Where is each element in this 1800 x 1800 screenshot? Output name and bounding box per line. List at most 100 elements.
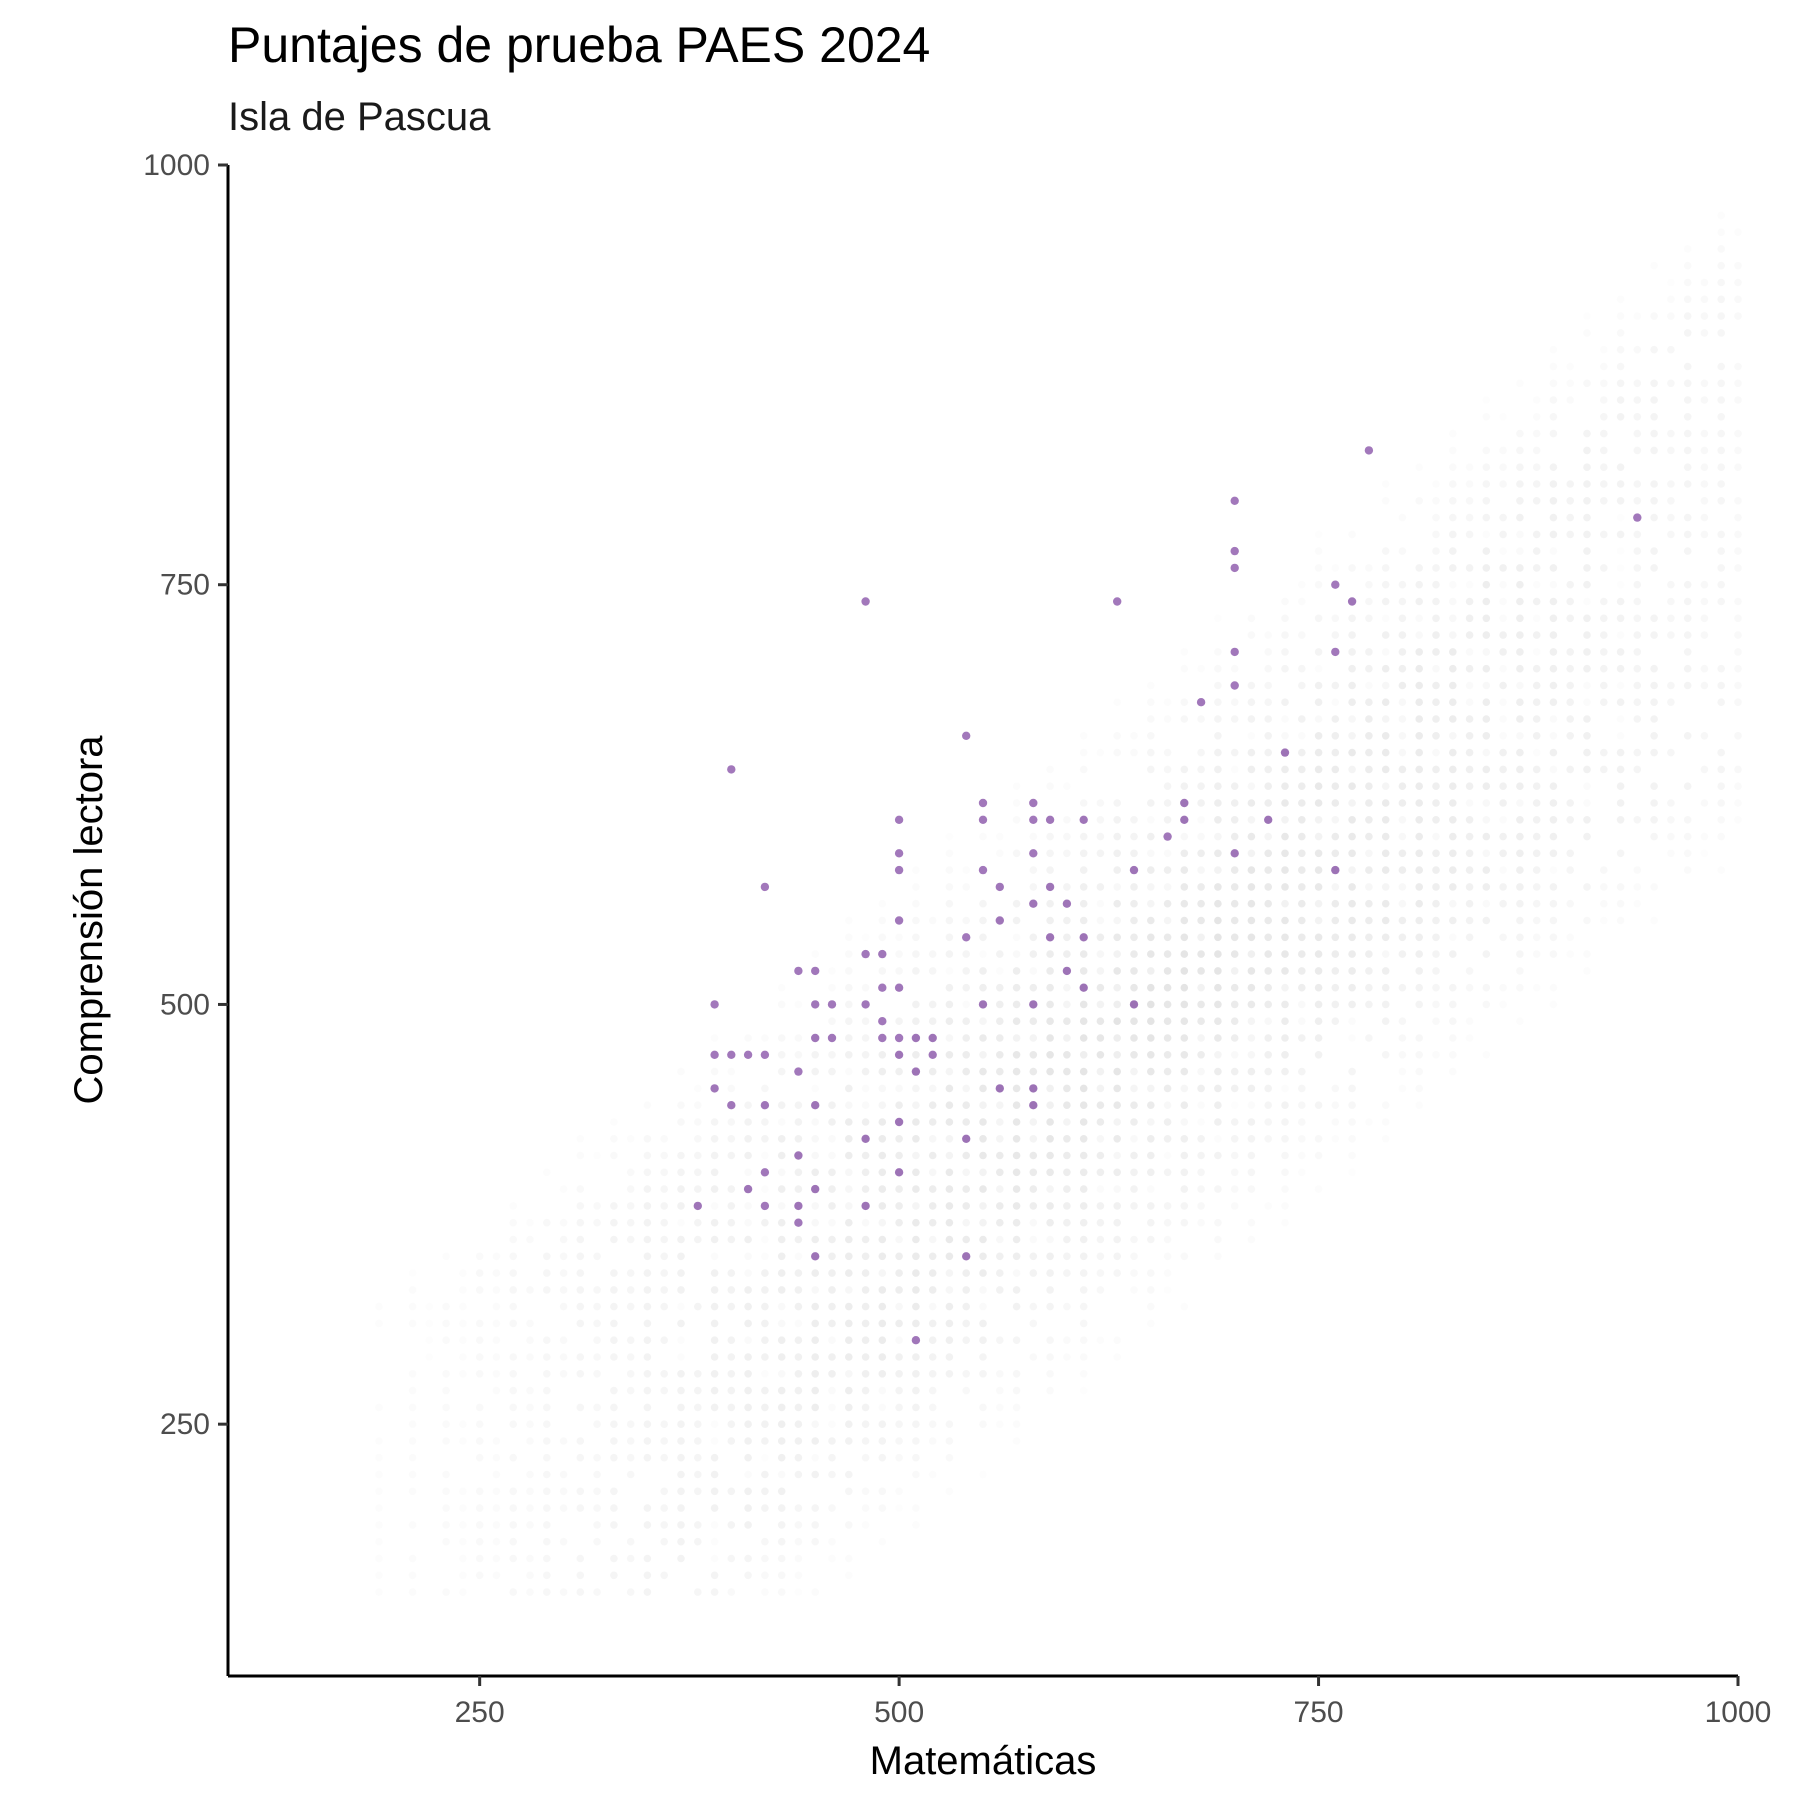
background-point xyxy=(1465,513,1474,522)
background-point xyxy=(710,1453,719,1462)
background-point xyxy=(777,1370,786,1378)
background-point xyxy=(509,1554,517,1563)
background-point xyxy=(1499,933,1507,942)
background-point xyxy=(408,1470,417,1479)
background-point xyxy=(1365,883,1373,891)
background-point xyxy=(1314,816,1323,824)
background-point xyxy=(761,1537,769,1546)
background-point xyxy=(660,1336,668,1344)
background-point xyxy=(1197,1034,1205,1042)
background-point xyxy=(996,950,1004,958)
background-point xyxy=(1365,698,1373,706)
background-point xyxy=(1348,883,1356,891)
background-point xyxy=(912,1168,920,1177)
background-point xyxy=(945,1336,954,1344)
background-point xyxy=(1113,1235,1121,1244)
background-point xyxy=(1449,480,1457,488)
background-point xyxy=(928,1000,937,1009)
background-point xyxy=(1264,983,1272,992)
background-point xyxy=(1532,530,1541,539)
background-point xyxy=(1314,1017,1323,1025)
background-point xyxy=(979,1403,987,1412)
background-point xyxy=(996,1370,1004,1378)
background-point xyxy=(475,1420,484,1428)
background-point xyxy=(1616,513,1625,522)
background-point xyxy=(1465,1017,1474,1025)
background-point xyxy=(442,1470,450,1479)
background-point xyxy=(1063,883,1071,891)
background-point xyxy=(1482,530,1491,539)
data-point xyxy=(1045,933,1055,942)
background-point xyxy=(1046,1051,1054,1059)
background-point xyxy=(878,1185,887,1193)
background-point xyxy=(945,1034,954,1042)
background-point xyxy=(1566,362,1574,371)
background-point xyxy=(1264,950,1272,958)
background-point xyxy=(1482,816,1491,824)
background-point xyxy=(761,1403,769,1412)
background-point xyxy=(1667,446,1675,455)
background-point xyxy=(1583,564,1591,572)
background-point xyxy=(962,950,970,958)
background-point xyxy=(912,1470,920,1479)
background-point xyxy=(878,1336,887,1344)
background-point xyxy=(845,1319,853,1328)
background-point xyxy=(677,1403,685,1412)
background-point xyxy=(610,1403,618,1412)
background-point xyxy=(1214,883,1222,891)
data-point xyxy=(861,949,870,959)
background-point xyxy=(1700,278,1709,287)
background-point xyxy=(1532,916,1541,925)
background-point xyxy=(1197,799,1205,807)
background-point xyxy=(626,1168,635,1177)
background-point xyxy=(1096,1185,1105,1193)
background-point xyxy=(1247,1151,1256,1160)
background-point xyxy=(1331,916,1340,925)
background-point xyxy=(777,1185,786,1193)
background-point xyxy=(694,1386,702,1395)
background-point xyxy=(1348,664,1356,673)
background-point xyxy=(761,1118,769,1126)
background-point xyxy=(996,1202,1004,1210)
background-point xyxy=(895,1353,903,1361)
background-point xyxy=(1130,1101,1138,1109)
background-point xyxy=(1633,698,1642,706)
background-point xyxy=(442,1386,450,1395)
background-point xyxy=(1281,1051,1289,1059)
background-point xyxy=(1683,379,1692,388)
background-point xyxy=(1532,580,1541,589)
background-point xyxy=(1113,1185,1121,1193)
background-point xyxy=(626,1135,635,1143)
background-point xyxy=(1532,463,1541,472)
background-point xyxy=(928,1437,937,1445)
background-point xyxy=(1230,765,1239,774)
background-point xyxy=(979,1202,987,1210)
background-point xyxy=(1717,866,1725,874)
background-point xyxy=(1482,866,1491,874)
background-point xyxy=(408,1302,417,1311)
background-point xyxy=(1700,513,1709,522)
background-point xyxy=(912,866,920,874)
background-point xyxy=(945,1302,954,1311)
background-point xyxy=(895,1084,903,1093)
background-point xyxy=(744,1151,752,1160)
background-point xyxy=(1096,916,1105,925)
background-point xyxy=(1163,950,1172,958)
background-point xyxy=(1616,480,1625,488)
background-point xyxy=(1482,681,1491,690)
background-point xyxy=(1046,1034,1054,1042)
background-point xyxy=(543,1252,551,1261)
background-point xyxy=(1012,967,1021,975)
background-point xyxy=(442,1437,450,1445)
background-point xyxy=(509,1302,517,1311)
background-point xyxy=(660,1487,668,1496)
background-point xyxy=(1348,1034,1356,1042)
background-point xyxy=(1717,446,1725,455)
background-point xyxy=(677,1336,685,1344)
background-point xyxy=(1683,463,1692,472)
background-point xyxy=(828,1386,836,1395)
background-point xyxy=(576,1487,585,1496)
background-point xyxy=(1012,1101,1021,1109)
background-point xyxy=(1063,1118,1071,1126)
background-point xyxy=(1600,345,1608,354)
